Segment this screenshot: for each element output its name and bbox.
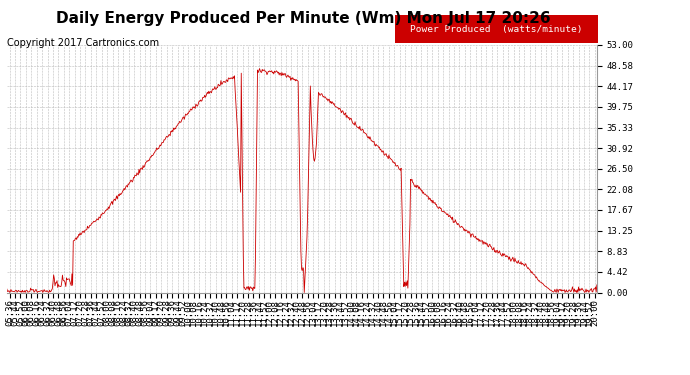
Text: Daily Energy Produced Per Minute (Wm) Mon Jul 17 20:26: Daily Energy Produced Per Minute (Wm) Mo… [57,11,551,26]
Text: Power Produced  (watts/minute): Power Produced (watts/minute) [410,25,582,34]
Text: Copyright 2017 Cartronics.com: Copyright 2017 Cartronics.com [7,38,159,48]
